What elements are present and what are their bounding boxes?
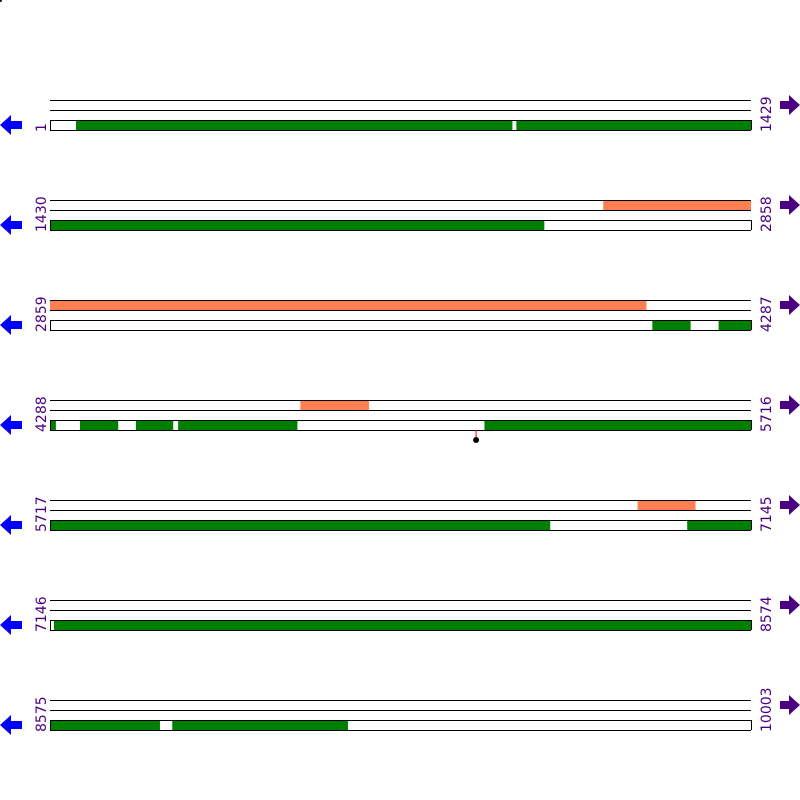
arrow-right-icon[interactable] <box>780 95 800 115</box>
row-start-label: 4288 <box>34 396 50 432</box>
arrow-left-icon[interactable] <box>0 215 22 235</box>
arrow-left-icon[interactable] <box>0 315 22 335</box>
bottom-feature[interactable] <box>516 120 751 130</box>
top-feature[interactable] <box>300 400 370 410</box>
sequence-row: 8575 10003 <box>0 687 800 735</box>
row-end-label: 2858 <box>759 196 775 232</box>
arrow-left-icon[interactable] <box>0 715 22 735</box>
row-start-label: 8575 <box>34 696 50 732</box>
bottom-feature[interactable] <box>652 320 691 330</box>
bottom-feature[interactable] <box>53 620 751 630</box>
row-start-label: 2859 <box>34 296 50 332</box>
row-end-label: 10003 <box>759 687 775 732</box>
row-start-label: 1 <box>34 123 50 132</box>
row-end-label: 4287 <box>759 296 775 332</box>
sequence-row: 1430 2858 <box>0 195 800 235</box>
row-end-label: 8574 <box>759 596 775 632</box>
sequence-row: 7146 8574 <box>0 595 800 635</box>
top-feature[interactable] <box>50 300 647 310</box>
bottom-feature[interactable] <box>50 220 545 230</box>
bottom-feature[interactable] <box>50 720 160 730</box>
marker-icon[interactable] <box>473 437 480 443</box>
arrow-right-icon[interactable] <box>780 495 800 515</box>
arrow-right-icon[interactable] <box>780 595 800 615</box>
bottom-feature[interactable] <box>50 420 56 430</box>
bottom-feature[interactable] <box>76 120 513 130</box>
top-feature[interactable] <box>603 200 751 210</box>
corner-dot <box>0 0 2 2</box>
row-start-label: 5717 <box>34 496 50 532</box>
sequence-row: 2859 4287 <box>0 295 800 335</box>
bottom-feature[interactable] <box>718 320 751 330</box>
row-start-label: 7146 <box>34 596 50 632</box>
top-feature[interactable] <box>637 500 696 510</box>
sequence-row: 5717 7145 <box>0 495 800 535</box>
arrow-left-icon[interactable] <box>0 115 22 135</box>
bottom-feature[interactable] <box>135 420 174 430</box>
arrow-left-icon[interactable] <box>0 615 22 635</box>
arrow-right-icon[interactable] <box>780 295 800 315</box>
bottom-feature[interactable] <box>484 420 751 430</box>
bottom-feature[interactable] <box>178 420 298 430</box>
bottom-feature[interactable] <box>687 520 751 530</box>
bottom-feature[interactable] <box>172 720 348 730</box>
sequence-row: 1 1429 <box>0 95 800 135</box>
arrow-left-icon[interactable] <box>0 415 22 435</box>
arrow-left-icon[interactable] <box>0 515 22 535</box>
arrow-right-icon[interactable] <box>780 395 800 415</box>
row-end-label: 7145 <box>759 496 775 532</box>
arrow-right-icon[interactable] <box>780 695 800 715</box>
bottom-feature[interactable] <box>50 520 551 530</box>
row-end-label: 1429 <box>759 96 775 132</box>
row-end-label: 5716 <box>759 396 775 432</box>
sequence-row: 4288 5716 <box>0 395 800 443</box>
arrow-right-icon[interactable] <box>780 195 800 215</box>
bottom-feature[interactable] <box>79 420 119 430</box>
row-start-label: 1430 <box>34 196 50 232</box>
